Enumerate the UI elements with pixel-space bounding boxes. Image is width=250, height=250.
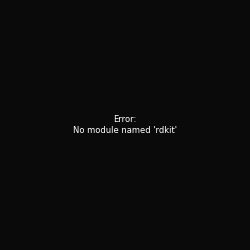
Text: Error:
No module named 'rdkit': Error: No module named 'rdkit' <box>73 115 177 135</box>
